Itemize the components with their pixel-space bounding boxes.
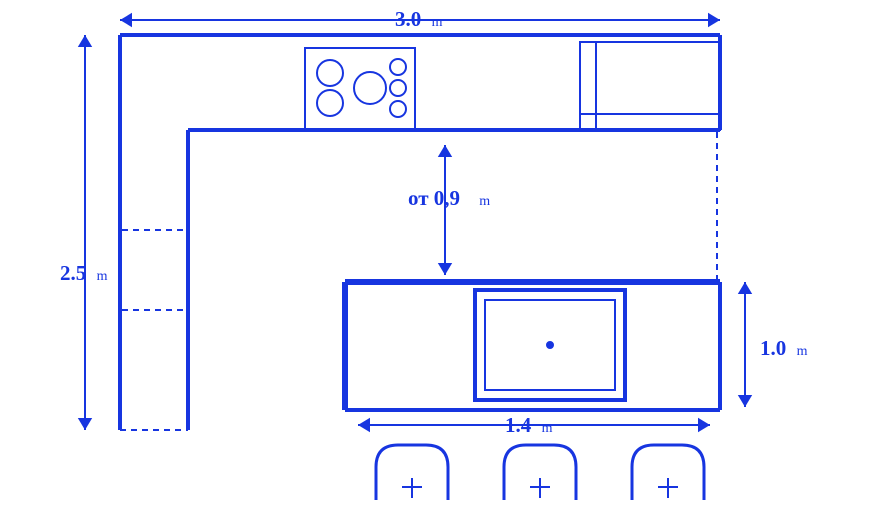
svg-text:от 0,9: от 0,9 <box>408 186 460 210</box>
svg-text:m: m <box>542 421 553 436</box>
svg-text:3.0: 3.0 <box>395 7 421 31</box>
svg-text:1.0: 1.0 <box>760 336 786 360</box>
svg-text:m: m <box>432 15 443 30</box>
svg-text:m: m <box>479 194 490 209</box>
svg-text:1.4: 1.4 <box>505 413 532 437</box>
svg-text:m: m <box>797 344 808 359</box>
svg-text:2.5: 2.5 <box>60 261 86 285</box>
svg-text:m: m <box>97 269 108 284</box>
